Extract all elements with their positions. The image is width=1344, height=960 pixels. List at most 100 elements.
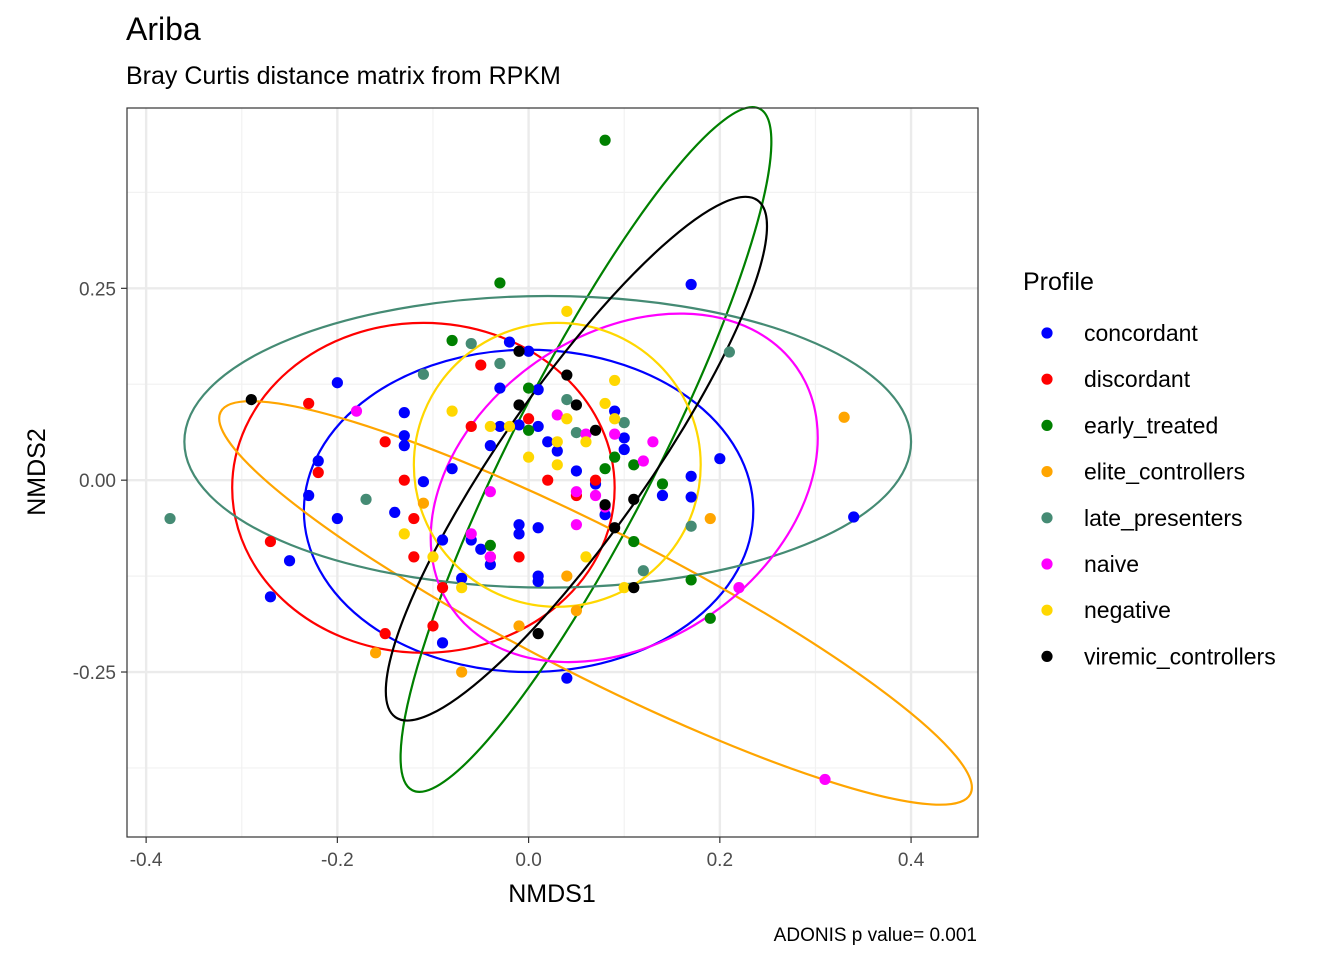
x-tick-label: 0.4 xyxy=(898,850,925,871)
point-early_treated xyxy=(656,478,669,490)
point-naive xyxy=(570,486,583,498)
legend-key-elite_controllers xyxy=(1041,466,1053,478)
legend-label-early_treated: early_treated xyxy=(1084,412,1218,438)
point-discordant xyxy=(542,474,554,486)
ellipse-discordant xyxy=(231,321,616,654)
point-viremic_controllers xyxy=(245,394,257,406)
point-viremic_controllers xyxy=(589,424,602,436)
point-late_presenters xyxy=(417,368,430,380)
legend-label-naive: naive xyxy=(1084,551,1139,577)
point-early_treated xyxy=(685,574,697,586)
legend-label-discordant: discordant xyxy=(1084,366,1191,392)
legend: concordant discordant early_treated elite_c… xyxy=(1041,320,1276,669)
point-concordant xyxy=(685,278,697,291)
point-viremic_controllers xyxy=(599,499,611,511)
legend-key-discordant xyxy=(1041,373,1053,385)
point-concordant xyxy=(283,555,296,567)
point-naive xyxy=(733,582,745,594)
point-concordant xyxy=(398,430,410,442)
point-early_treated xyxy=(484,539,496,552)
point-concordant xyxy=(446,463,458,475)
point-concordant xyxy=(331,377,343,389)
point-concordant xyxy=(513,528,525,540)
y-axis-title: NMDS2 xyxy=(23,428,51,516)
legend-key-naive xyxy=(1041,558,1053,570)
point-naive xyxy=(465,528,477,540)
point-concordant xyxy=(436,637,449,649)
point-early_treated xyxy=(599,463,611,475)
point-viremic_controllers xyxy=(609,522,621,534)
point-discordant xyxy=(475,359,487,371)
point-discordant xyxy=(408,512,420,525)
point-naive xyxy=(350,405,363,417)
point-early_treated xyxy=(494,277,506,289)
point-concordant xyxy=(685,470,697,482)
point-negative xyxy=(446,405,458,417)
point-concordant xyxy=(398,440,410,452)
legend-label-late_presenters: late_presenters xyxy=(1084,505,1243,531)
point-concordant xyxy=(312,455,324,467)
point-negative xyxy=(484,420,496,433)
point-negative xyxy=(398,528,410,540)
point-naive xyxy=(484,486,496,498)
y-tick-label: -0.25 xyxy=(73,663,116,684)
point-discordant xyxy=(427,620,439,632)
point-early_treated xyxy=(628,535,640,548)
point-viremic_controllers xyxy=(561,369,573,381)
point-concordant xyxy=(714,453,726,465)
point-viremic_controllers xyxy=(628,493,640,505)
points-layer xyxy=(164,134,860,786)
point-viremic_controllers xyxy=(513,345,525,357)
point-elite_controllers xyxy=(704,512,716,525)
point-discordant xyxy=(465,420,477,433)
legend-label-elite_controllers: elite_controllers xyxy=(1084,459,1245,485)
point-concordant xyxy=(264,591,277,603)
plot-border xyxy=(126,107,979,838)
point-late_presenters xyxy=(723,346,735,358)
point-discordant xyxy=(522,413,535,425)
point-late_presenters xyxy=(561,394,573,406)
point-naive xyxy=(819,773,831,786)
point-discordant xyxy=(589,474,602,486)
legend-label-negative: negative xyxy=(1084,597,1171,623)
point-viremic_controllers xyxy=(532,628,544,640)
point-naive xyxy=(589,489,602,502)
plot-panel xyxy=(127,108,978,837)
point-late_presenters xyxy=(685,520,697,532)
legend-key-concordant xyxy=(1041,327,1053,339)
legend-label-viremic_controllers: viremic_controllers xyxy=(1084,643,1276,669)
point-concordant xyxy=(417,476,430,488)
x-tick-label: 0.2 xyxy=(707,850,733,871)
point-negative xyxy=(456,582,468,594)
point-early_treated xyxy=(628,459,640,471)
point-elite_controllers xyxy=(570,605,583,617)
legend-key-early_treated xyxy=(1041,419,1053,431)
point-negative xyxy=(580,551,592,563)
point-discordant xyxy=(303,397,315,410)
y-tick-label: 0.25 xyxy=(79,279,116,300)
x-tick-label: -0.4 xyxy=(130,850,163,871)
x-axis: -0.4 -0.2 0.0 0.2 0.4 xyxy=(130,837,925,871)
point-concordant xyxy=(389,506,401,519)
chart-subtitle: Bray Curtis distance matrix from RPKM xyxy=(126,62,561,90)
point-negative xyxy=(551,459,563,471)
point-negative xyxy=(522,451,535,463)
point-concordant xyxy=(570,465,583,477)
point-concordant xyxy=(494,420,506,433)
ellipse-late_presenters xyxy=(183,294,913,589)
point-negative xyxy=(503,420,516,433)
point-negative xyxy=(618,582,630,594)
point-viremic_controllers xyxy=(628,582,640,594)
point-concordant xyxy=(331,512,343,525)
point-elite_controllers xyxy=(417,497,430,509)
point-elite_controllers xyxy=(456,666,468,678)
point-concordant xyxy=(551,445,563,457)
point-late_presenters xyxy=(637,565,649,577)
point-late_presenters xyxy=(164,512,176,525)
point-early_treated xyxy=(446,334,458,347)
point-viremic_controllers xyxy=(513,399,525,411)
ellipse-elite_controllers xyxy=(218,400,973,806)
point-concordant xyxy=(503,336,516,348)
point-concordant xyxy=(532,522,544,534)
